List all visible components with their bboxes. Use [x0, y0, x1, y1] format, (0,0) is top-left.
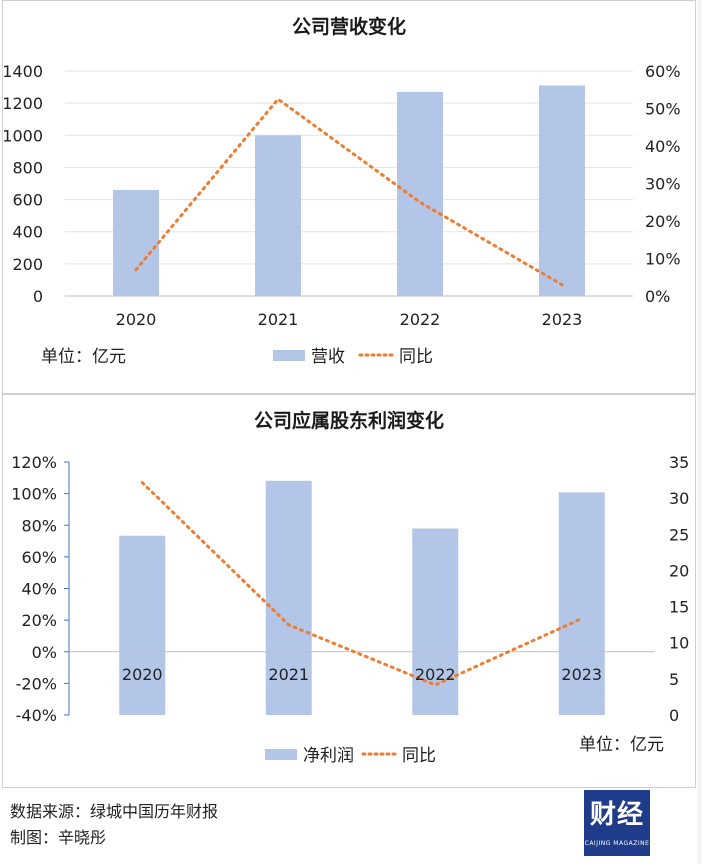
x-tick: 2021	[258, 310, 299, 329]
y-tick-left: 40%	[21, 580, 57, 599]
y-tick-right: 30%	[645, 175, 681, 194]
x-tick: 2022	[415, 665, 456, 684]
legend-label-line: 同比	[402, 746, 436, 766]
y-tick-left: 1000	[3, 126, 43, 145]
y-tick-right: 0	[669, 706, 679, 725]
y-tick-right: 40%	[645, 137, 681, 156]
y-tick-left: 600	[12, 191, 43, 210]
y-tick-right: 10	[669, 634, 689, 653]
legend-label-line: 同比	[399, 347, 433, 367]
y-tick-left: 0%	[32, 643, 57, 662]
y-tick-right: 50%	[645, 100, 681, 119]
y-tick-right: 15	[669, 598, 689, 617]
profit-chart: 公司应属股东利润变化 -40% -20% 0% 20% 40% 60% 80% 100% 120…	[11, 409, 689, 766]
bar-revenue-2023	[539, 85, 585, 296]
bar-net-profit-2020	[119, 535, 166, 715]
bar-revenue-2022	[397, 91, 443, 297]
y-tick-left: 1200	[3, 94, 43, 113]
y-tick-right: 0%	[645, 287, 670, 306]
x-tick: 2022	[400, 310, 441, 329]
x-tick: 2023	[561, 665, 602, 684]
y-tick-right: 20%	[645, 212, 681, 231]
unit-label: 单位：亿元	[41, 347, 126, 367]
y-tick-left: 60%	[21, 548, 57, 567]
logo-text: 财经	[589, 800, 644, 830]
profit-chart-panel: 公司应属股东利润变化 -40% -20% 0% 20% 40% 60% 80% 100% 120…	[2, 394, 696, 788]
y-tick-left: 100%	[11, 485, 57, 504]
y-tick-right: 30	[669, 489, 689, 508]
revenue-chart-panel: 公司营收变化 0 200 400 600 800 1000 1200 1400 0% 10% 20…	[2, 0, 696, 394]
background-strip	[697, 0, 702, 864]
caijing-logo: 财经 CAIJING MAGAZINE	[584, 790, 650, 856]
line-yoy-growth	[140, 481, 584, 687]
legend-swatch-bar	[265, 749, 297, 760]
line-yoy-growth	[134, 97, 564, 287]
logo-subtext: CAIJING MAGAZINE	[584, 840, 650, 847]
chart-title: 公司应属股东利润变化	[254, 409, 444, 432]
unit-label: 单位：亿元	[579, 735, 664, 755]
author-note: 制图：辛晓彤	[10, 828, 107, 847]
y-tick-left: 120%	[11, 453, 57, 472]
bar-net-profit-2022	[412, 528, 459, 715]
y-tick-right: 5	[669, 670, 679, 689]
y-tick-left: 1400	[3, 62, 43, 81]
legend-swatch-bar	[273, 350, 305, 361]
y-tick-right: 35	[669, 453, 689, 472]
bar-net-profit-2023	[558, 492, 605, 715]
revenue-chart: 公司营收变化 0 200 400 600 800 1000 1200 1400 0% 10% 20…	[3, 15, 681, 367]
y-tick-right: 20	[669, 561, 689, 580]
bar-net-profit-2021	[265, 480, 312, 715]
y-tick-left: 400	[12, 223, 43, 242]
data-source-note: 数据来源：绿城中国历年财报	[10, 802, 219, 821]
chart-title: 公司营收变化	[292, 15, 406, 38]
bar-revenue-2021	[255, 135, 301, 296]
y-tick-left: 200	[12, 255, 43, 274]
y-tick-right: 10%	[645, 250, 681, 269]
y-tick-right: 25	[669, 525, 689, 544]
legend: 营收 同比	[273, 347, 433, 367]
x-tick: 2020	[116, 310, 157, 329]
y-tick-left: -40%	[16, 706, 57, 725]
y-tick-left: 80%	[21, 516, 57, 535]
y-tick-left: 800	[12, 158, 43, 177]
y-tick-left: 20%	[21, 611, 57, 630]
y-tick-right: 60%	[645, 62, 681, 81]
x-tick: 2021	[268, 665, 309, 684]
bar-revenue-2020	[113, 189, 159, 296]
legend-label-bar: 营收	[311, 347, 345, 367]
legend: 净利润 同比	[265, 746, 436, 766]
x-tick: 2023	[542, 310, 583, 329]
x-tick: 2020	[122, 665, 163, 684]
legend-label-bar: 净利润	[303, 746, 354, 766]
y-tick-left: -20%	[16, 674, 57, 693]
y-tick-left: 0	[33, 287, 43, 306]
